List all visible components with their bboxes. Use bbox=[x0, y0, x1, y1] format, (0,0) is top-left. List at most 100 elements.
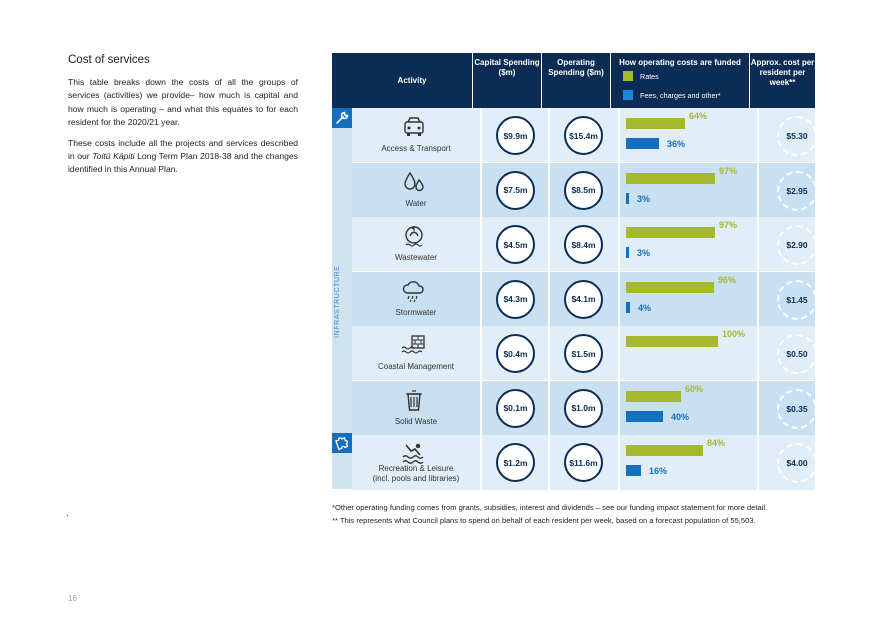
rates-percent: 97% bbox=[719, 165, 738, 176]
rates-percent: 84% bbox=[707, 438, 726, 448]
fees-percent: 40% bbox=[671, 411, 690, 422]
column-divider bbox=[757, 326, 759, 380]
per-resident-cost: $1.45 bbox=[777, 279, 817, 320]
activity-name: Stormwater bbox=[395, 307, 437, 317]
rates-bar bbox=[626, 227, 715, 238]
fees-percent: 36% bbox=[667, 139, 686, 149]
column-divider bbox=[618, 326, 620, 380]
table-row: Solid Waste $0.1m $1.0m 60% 40% $0.35 bbox=[352, 380, 817, 435]
rain-cloud-icon bbox=[402, 280, 424, 302]
capital-spending: $1.2m bbox=[496, 443, 535, 482]
operating-spending: $11.6m bbox=[564, 443, 603, 482]
operating-spending: $8.4m bbox=[564, 225, 603, 264]
scope-paragraph: These costs include all the projects and… bbox=[68, 137, 298, 177]
bin-icon bbox=[406, 389, 422, 411]
column-divider bbox=[548, 271, 550, 326]
recreation-group-bar bbox=[332, 433, 352, 489]
column-divider bbox=[480, 108, 482, 162]
activity-name: Wastewater bbox=[395, 253, 437, 262]
fees-bar bbox=[626, 465, 641, 476]
operating-spending: $4.1m bbox=[564, 279, 603, 319]
rates-bar bbox=[626, 172, 715, 184]
table-row: Stormwater $4.3m $4.1m 96% 4% $1.45 bbox=[352, 271, 817, 326]
intro-paragraph: This table breaks down the costs of all … bbox=[68, 77, 298, 128]
table-row: Coastal Management $0.4m $1.5m 100% $0.50 bbox=[352, 326, 817, 380]
column-divider bbox=[480, 162, 482, 217]
stray-mark: . bbox=[66, 508, 69, 518]
legend-rates-swatch bbox=[623, 71, 633, 81]
fees-percent: 16% bbox=[649, 466, 668, 476]
rates-bar bbox=[626, 390, 681, 402]
column-divider bbox=[618, 108, 620, 162]
table-row: Wastewater $4.5m $8.4m 97% 3% $2.90 bbox=[352, 217, 817, 271]
puzzle-icon bbox=[332, 433, 352, 453]
activity-name: Coastal Management bbox=[377, 362, 455, 371]
per-resident-cost: $0.50 bbox=[777, 334, 817, 374]
rates-percent: 64% bbox=[689, 111, 708, 121]
scope-text-start: These costs include all the projects and… bbox=[68, 137, 298, 162]
table-header: Activity Capital Spending ($m) Operating… bbox=[332, 53, 815, 108]
column-divider bbox=[757, 271, 759, 326]
header-per-resident: Approx. cost per resident per week** bbox=[750, 58, 815, 87]
column-divider bbox=[757, 162, 759, 217]
scope-text-end: Long Term Plan 2018-38 and the changes i… bbox=[68, 151, 299, 175]
legend-fees-label: Fees, charges and other* bbox=[640, 91, 721, 100]
column-divider bbox=[480, 217, 482, 271]
capital-spending: $7.5m bbox=[496, 170, 535, 210]
capital-spending: $4.5m bbox=[496, 225, 535, 264]
header-capital: Capital Spending ($m) bbox=[474, 58, 540, 77]
column-divider bbox=[480, 380, 482, 435]
header-divider bbox=[610, 53, 611, 108]
rates-percent: 60% bbox=[685, 383, 704, 394]
wrench-icon bbox=[332, 108, 352, 128]
column-divider bbox=[618, 380, 620, 435]
column-divider bbox=[480, 271, 482, 326]
fees-bar bbox=[626, 301, 630, 313]
column-divider bbox=[548, 326, 550, 380]
column-divider bbox=[757, 108, 759, 162]
operating-spending: $1.5m bbox=[564, 334, 603, 373]
fees-percent: 4% bbox=[638, 302, 652, 313]
capital-spending: $0.1m bbox=[496, 388, 535, 428]
plan-name: Toitū Kāpiti bbox=[92, 151, 135, 162]
column-divider bbox=[757, 217, 759, 271]
fees-percent: 3% bbox=[637, 248, 651, 258]
rates-bar bbox=[626, 118, 685, 129]
footnote-per-resident: ** This represents what Council plans to… bbox=[332, 516, 756, 525]
wastewater-icon bbox=[405, 225, 423, 247]
rates-percent: 96% bbox=[718, 274, 737, 285]
capital-spending: $4.3m bbox=[496, 279, 535, 319]
column-divider bbox=[480, 435, 482, 490]
legend-rates-label: Rates bbox=[640, 72, 659, 81]
per-resident-cost: $2.95 bbox=[777, 170, 817, 211]
header-divider bbox=[472, 53, 473, 108]
legend-fees-swatch bbox=[623, 90, 633, 100]
per-resident-cost: $2.90 bbox=[777, 225, 817, 265]
column-divider bbox=[757, 380, 759, 435]
fees-percent: 3% bbox=[637, 193, 651, 204]
per-resident-cost: $5.30 bbox=[777, 116, 817, 156]
header-funding: How operating costs are funded bbox=[619, 58, 741, 67]
per-resident-cost: $4.00 bbox=[777, 443, 817, 483]
column-divider bbox=[548, 380, 550, 435]
table-row: Access & Transport $9.9m $15.4m 64% 36% $5.30 bbox=[352, 108, 817, 162]
column-divider bbox=[618, 271, 620, 326]
rates-percent: 97% bbox=[719, 220, 738, 230]
water-drops-icon bbox=[404, 171, 424, 191]
fees-bar bbox=[626, 247, 629, 258]
rates-bar bbox=[626, 336, 718, 347]
header-operating: Operating Spending ($m) bbox=[548, 58, 604, 77]
column-divider bbox=[618, 162, 620, 217]
operating-spending: $15.4m bbox=[564, 116, 603, 155]
rates-bar bbox=[626, 445, 703, 456]
header-divider bbox=[749, 53, 750, 108]
header-activity: Activity bbox=[397, 76, 427, 85]
column-divider bbox=[548, 435, 550, 490]
fees-bar bbox=[626, 138, 659, 149]
table-row: Recreation & Leisure (incl. pools and lib… bbox=[352, 435, 817, 490]
rates-percent: 100% bbox=[722, 329, 746, 339]
column-divider bbox=[618, 217, 620, 271]
activity-name: Water bbox=[405, 198, 427, 208]
page-number: 16 bbox=[68, 594, 77, 603]
column-divider bbox=[548, 108, 550, 162]
